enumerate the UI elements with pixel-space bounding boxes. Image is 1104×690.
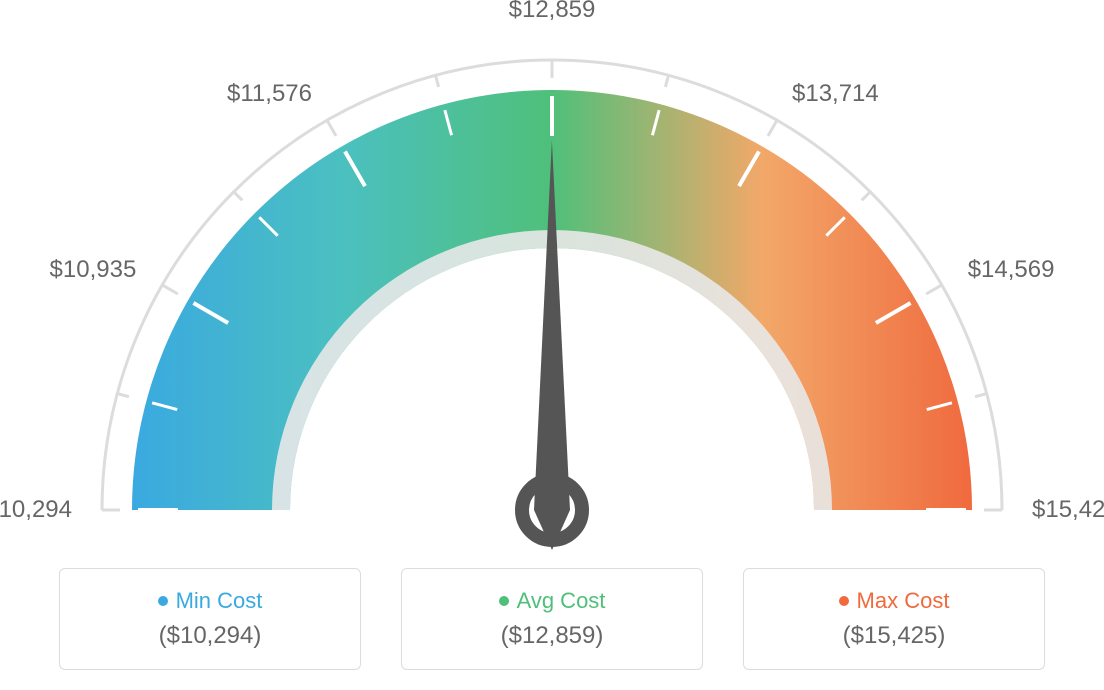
summary-cards: Min Cost ($10,294) Avg Cost ($12,859) Ma… — [0, 568, 1104, 670]
min-cost-dot — [158, 596, 168, 606]
gauge-tick-label: $13,714 — [792, 80, 879, 108]
gauge-tick-label: $10,935 — [50, 256, 137, 284]
max-cost-card: Max Cost ($15,425) — [743, 568, 1045, 670]
gauge-outer-tick — [436, 75, 439, 87]
gauge-outer-tick — [162, 285, 178, 294]
avg-cost-dot — [499, 596, 509, 606]
gauge-svg — [52, 20, 1052, 560]
gauge-tick-label: $15,425 — [1032, 496, 1104, 524]
max-cost-value: ($15,425) — [843, 622, 946, 650]
max-cost-dot — [839, 596, 849, 606]
avg-cost-card: Avg Cost ($12,859) — [401, 568, 703, 670]
min-cost-title-row: Min Cost — [158, 588, 263, 614]
chart-container: $10,294 $10,935 $11,576 $12,859 $13,714 $14,5… — [0, 0, 1104, 690]
gauge-tick-label: $10,294 — [0, 496, 72, 524]
gauge-outer-tick — [665, 75, 668, 87]
gauge-outer-tick — [234, 192, 242, 200]
max-cost-title-row: Max Cost — [839, 588, 950, 614]
gauge-tick-label: $14,569 — [968, 256, 1055, 284]
avg-cost-title-row: Avg Cost — [499, 588, 606, 614]
min-cost-title: Min Cost — [176, 588, 263, 614]
min-cost-value: ($10,294) — [159, 622, 262, 650]
gauge-outer-tick — [975, 394, 987, 397]
gauge-outer-tick — [327, 120, 336, 136]
max-cost-title: Max Cost — [857, 588, 950, 614]
avg-cost-title: Avg Cost — [517, 588, 606, 614]
avg-cost-value: ($12,859) — [501, 622, 604, 650]
min-cost-card: Min Cost ($10,294) — [59, 568, 361, 670]
gauge-outer-tick — [117, 394, 129, 397]
gauge-outer-tick — [862, 192, 870, 200]
gauge-tick-label: $11,576 — [227, 80, 312, 108]
gauge-outer-tick — [926, 285, 942, 294]
gauge-tick-label: $12,859 — [509, 0, 596, 24]
gauge-outer-tick — [768, 120, 777, 136]
gauge-chart: $10,294$10,935$11,576$12,859$13,714$14,5… — [52, 20, 1052, 560]
